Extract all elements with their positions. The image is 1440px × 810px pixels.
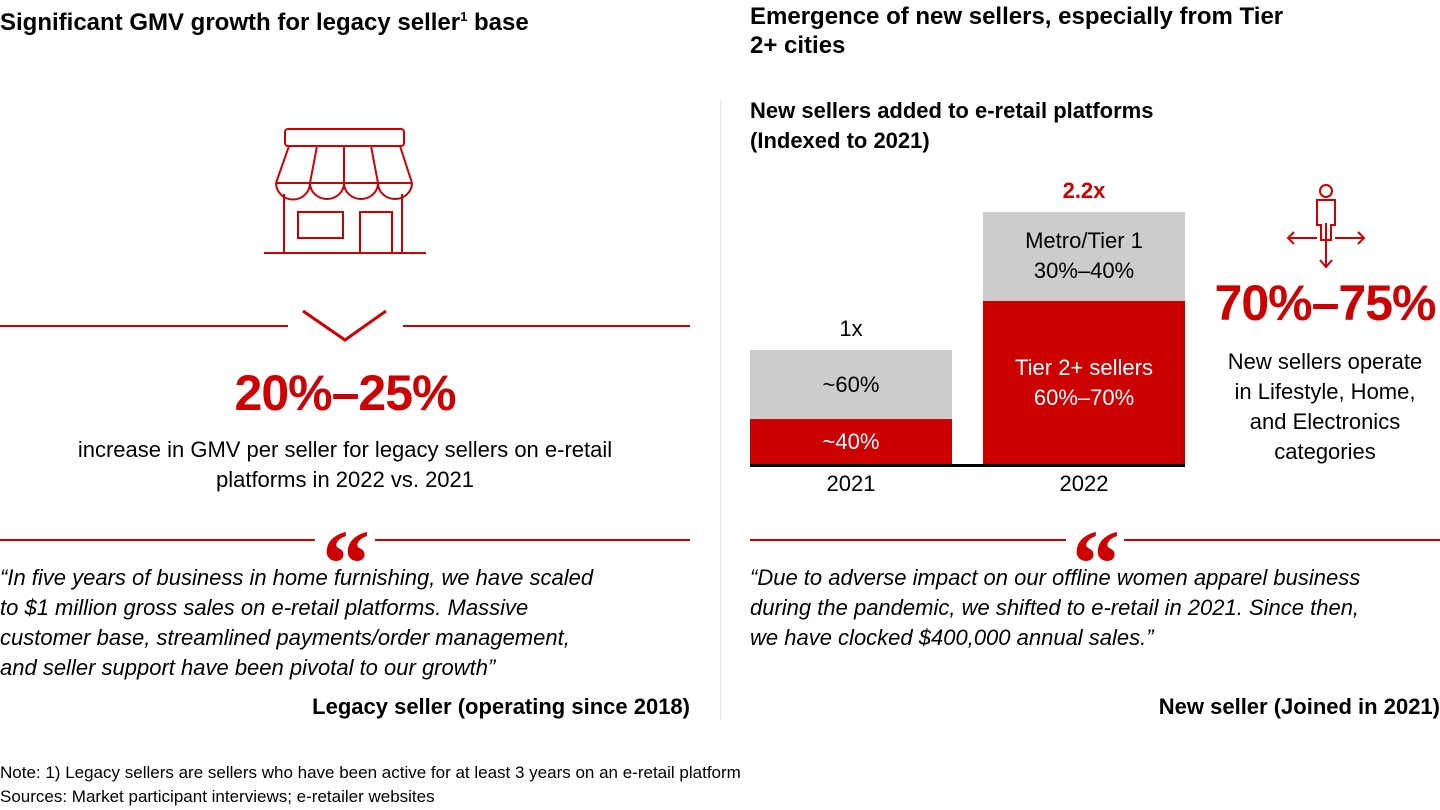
segment-value-label: 30%–40% [1033, 258, 1135, 284]
footnote-ref: 1 [460, 9, 468, 24]
x-axis-line [750, 464, 1185, 467]
column-divider [720, 100, 721, 720]
bar-segment-2021-metro-tier1: ~60% [750, 350, 952, 419]
new-seller-quote: “Due to adverse impact on our offline wo… [750, 563, 1440, 653]
left-title: Significant GMV growth for legacy seller… [0, 2, 529, 37]
bar-segment-2022-metro-tier1: Metro/Tier 1 30%–40% [983, 212, 1185, 301]
left-title-end: base [467, 9, 529, 36]
chart-title: New sellers added to e-retail platforms … [750, 96, 1153, 156]
divider-line [0, 325, 288, 327]
divider-line [750, 539, 1066, 541]
text-line: categories [1274, 439, 1376, 464]
divider-line [1124, 539, 1440, 541]
chart-title-line: New sellers added to e-retail platforms [750, 98, 1154, 123]
quote-line: to $1 million gross sales on e-retail pl… [0, 595, 529, 620]
person-expanding-arrows-icon [1286, 184, 1366, 269]
bar-total-label: 1x [839, 316, 863, 341]
bar-total-label: 2.2x [1062, 178, 1106, 203]
segment-value-label: 60%–70% [1033, 384, 1135, 410]
right-title: Emergence of new sellers, especially fro… [750, 2, 1283, 60]
segment-value-label: ~40% [822, 429, 880, 454]
text-line: platforms in 2022 vs. 2021 [215, 467, 475, 492]
chart-title-line: (Indexed to 2021) [750, 128, 930, 153]
quotation-mark-icon: “ [322, 510, 370, 617]
legacy-gmv-description: increase in GMV per seller for legacy se… [0, 435, 690, 495]
segment-series-label: Tier 2+ sellers [1015, 354, 1153, 380]
quote-line: during the pandemic, we shifted to e-ret… [750, 595, 1360, 620]
quote-line: “Due to adverse impact on our offline wo… [750, 565, 1361, 590]
text-line: and Electronics [1249, 409, 1401, 434]
x-tick-label: 2021 [826, 471, 876, 496]
new-seller-category-stat: 70%–75% [1214, 275, 1437, 331]
storefront-icon [264, 128, 426, 254]
divider-line [0, 539, 315, 541]
legacy-seller-attribution: Legacy seller (operating since 2018) [312, 694, 690, 719]
x-tick-label: 2022 [1059, 471, 1109, 496]
quote-line: customer base, streamlined payments/orde… [0, 625, 570, 650]
legacy-gmv-stat: 20%–25% [234, 365, 457, 421]
divider-line [375, 539, 690, 541]
new-seller-category-description: New sellers operate in Lifestyle, Home, … [1205, 347, 1440, 467]
bar-segment-2021-tier2plus: ~40% [750, 419, 952, 465]
segment-value-label: ~60% [822, 371, 880, 397]
divider-line [403, 325, 690, 327]
segment-series-label: Metro/Tier 1 [1025, 228, 1143, 254]
sources-line: Sources: Market participant interviews; … [0, 787, 435, 806]
left-title-text: Significant GMV growth for legacy seller [0, 9, 461, 36]
text-line: increase in GMV per seller for legacy se… [77, 437, 613, 462]
new-seller-attribution: New seller (Joined in 2021) [1158, 694, 1440, 719]
quote-line: “In five years of business in home furni… [0, 565, 594, 590]
quote-line: we have clocked $400,000 annual sales.” [750, 625, 1154, 650]
note-line: Note: 1) Legacy sellers are sellers who … [0, 763, 741, 782]
footnotes: Note: 1) Legacy sellers are sellers who … [0, 761, 741, 809]
title-line: 2+ cities [750, 32, 846, 59]
chevron-down-icon [302, 309, 387, 342]
text-line: in Lifestyle, Home, [1234, 379, 1416, 404]
legacy-seller-quote: “In five years of business in home furni… [0, 563, 700, 683]
text-line: New sellers operate [1227, 349, 1423, 374]
stacked-bar-chart: ~40% ~60% 1x 2021 Tier 2+ sellers 60%–70% Metr… [750, 170, 1190, 500]
quotation-mark-icon: “ [1072, 510, 1120, 617]
title-line: Emergence of new sellers, especially fro… [750, 3, 1284, 30]
bar-segment-2022-tier2plus: Tier 2+ sellers 60%–70% [983, 300, 1185, 465]
quote-line: and seller support have been pivotal to … [0, 655, 496, 680]
